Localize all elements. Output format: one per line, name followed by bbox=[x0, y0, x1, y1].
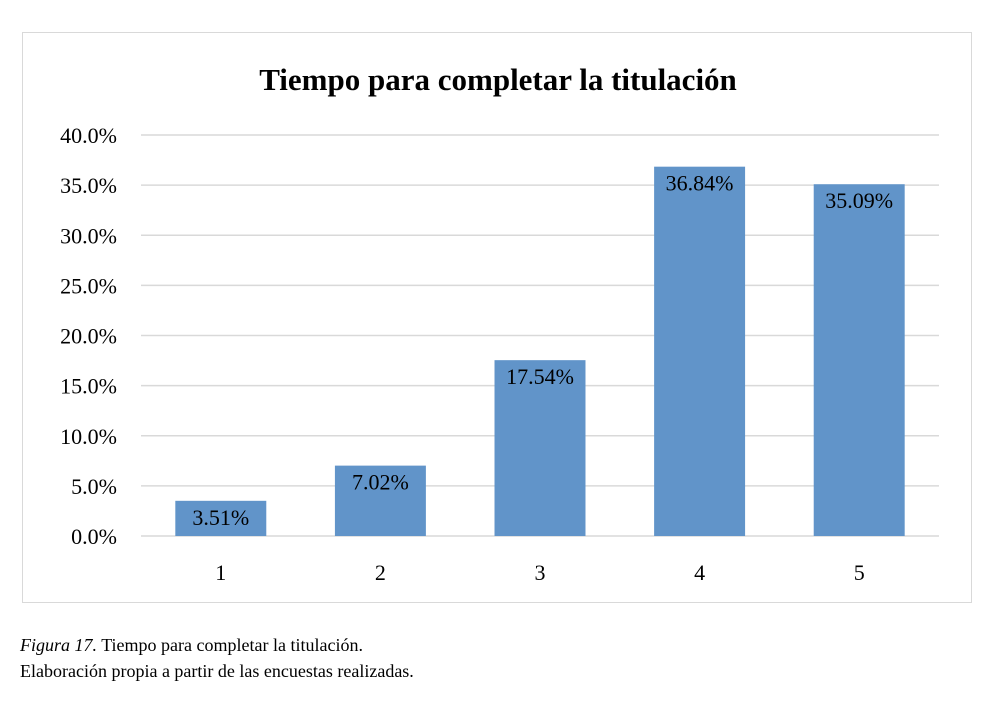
chart-title: Tiempo para completar la titulación bbox=[259, 62, 737, 97]
y-tick-label: 5.0% bbox=[71, 474, 117, 499]
data-label: 3.51% bbox=[192, 505, 249, 530]
y-tick-label: 25.0% bbox=[60, 273, 117, 298]
figure-label: Figura 17. bbox=[20, 635, 98, 655]
x-tick-label: 1 bbox=[215, 560, 226, 585]
caption-source: Elaboración propia a partir de las encue… bbox=[20, 661, 414, 681]
data-label: 17.54% bbox=[506, 364, 574, 389]
x-axis-ticks: 1 2 3 4 5 bbox=[215, 560, 864, 585]
y-tick-label: 30.0% bbox=[60, 223, 117, 248]
bar-1 bbox=[175, 500, 267, 536]
figure-caption: Figura 17. Tiempo para completar la titu… bbox=[20, 632, 414, 684]
figure-text: Tiempo para completar la titulación. bbox=[97, 635, 363, 655]
caption-line-1: Figura 17. Tiempo para completar la titu… bbox=[20, 632, 414, 658]
y-axis-ticks: 0.0% 5.0% 10.0% 15.0% 20.0% 25.0% 30.0% 35.0% 40… bbox=[60, 123, 117, 549]
bar-4 bbox=[654, 166, 746, 536]
chart-frame: Tiempo para completar la titulación 0.0%… bbox=[22, 32, 972, 603]
bar-2 bbox=[334, 465, 426, 536]
data-label: 7.02% bbox=[352, 470, 409, 495]
x-tick-label: 2 bbox=[375, 560, 386, 585]
data-label: 36.84% bbox=[666, 171, 734, 196]
x-tick-label: 4 bbox=[694, 560, 705, 585]
y-tick-label: 20.0% bbox=[60, 324, 117, 349]
data-labels: 3.51% 7.02% 17.54% 36.84% 35.09% bbox=[192, 171, 893, 530]
bar-3 bbox=[494, 360, 586, 536]
y-tick-label: 15.0% bbox=[60, 374, 117, 399]
bar-5 bbox=[813, 184, 905, 536]
y-tick-label: 10.0% bbox=[60, 424, 117, 449]
x-tick-label: 5 bbox=[854, 560, 865, 585]
y-tick-label: 35.0% bbox=[60, 173, 117, 198]
x-tick-label: 3 bbox=[535, 560, 546, 585]
data-label: 35.09% bbox=[825, 188, 893, 213]
y-tick-label: 0.0% bbox=[71, 524, 117, 549]
bar-chart: Tiempo para completar la titulación 0.0%… bbox=[60, 62, 939, 585]
y-tick-label: 40.0% bbox=[60, 123, 117, 148]
grid-layer bbox=[141, 134, 939, 537]
bars bbox=[175, 166, 905, 536]
